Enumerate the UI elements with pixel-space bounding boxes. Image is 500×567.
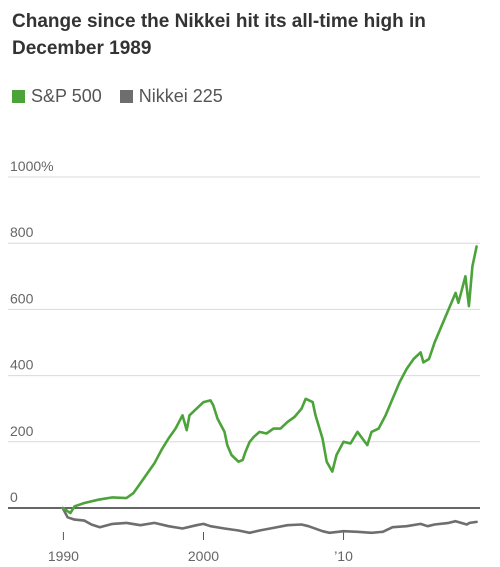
- series-line-sp500: [61, 245, 478, 515]
- legend-swatch-nikkei: [119, 90, 133, 103]
- x-tick-label-2000: 2000: [188, 548, 219, 564]
- y-tick-label-800: 800: [10, 224, 34, 240]
- y-tick-label-1000: 1000%: [10, 158, 54, 174]
- y-tick-label-600: 600: [10, 290, 34, 306]
- x-tick-label-2010: ’10: [334, 548, 353, 564]
- y-tick-label-400: 400: [10, 357, 34, 373]
- gridlines: [8, 176, 480, 509]
- legend-item-sp500: S&P 500: [12, 86, 102, 107]
- legend-item-nikkei: Nikkei 225: [119, 86, 223, 107]
- legend-label-nikkei: Nikkei 225: [138, 86, 223, 106]
- y-axis-labels: 1000% 800 600 400 200 0: [10, 158, 54, 505]
- legend-swatch-sp500: [12, 90, 25, 103]
- chart-title: Change since the Nikkei hit its all-time…: [12, 11, 426, 59]
- legend: S&P 500 Nikkei 225: [12, 86, 241, 107]
- legend-label-sp500: S&P 500: [31, 86, 102, 106]
- series-line-nikkei225: [61, 506, 478, 535]
- x-tick-label-1990: 1990: [48, 548, 79, 564]
- x-axis: 1990 2000 ’10: [48, 532, 353, 564]
- y-tick-label-200: 200: [10, 423, 34, 439]
- series-lines: [61, 245, 478, 535]
- y-tick-label-0: 0: [10, 489, 18, 505]
